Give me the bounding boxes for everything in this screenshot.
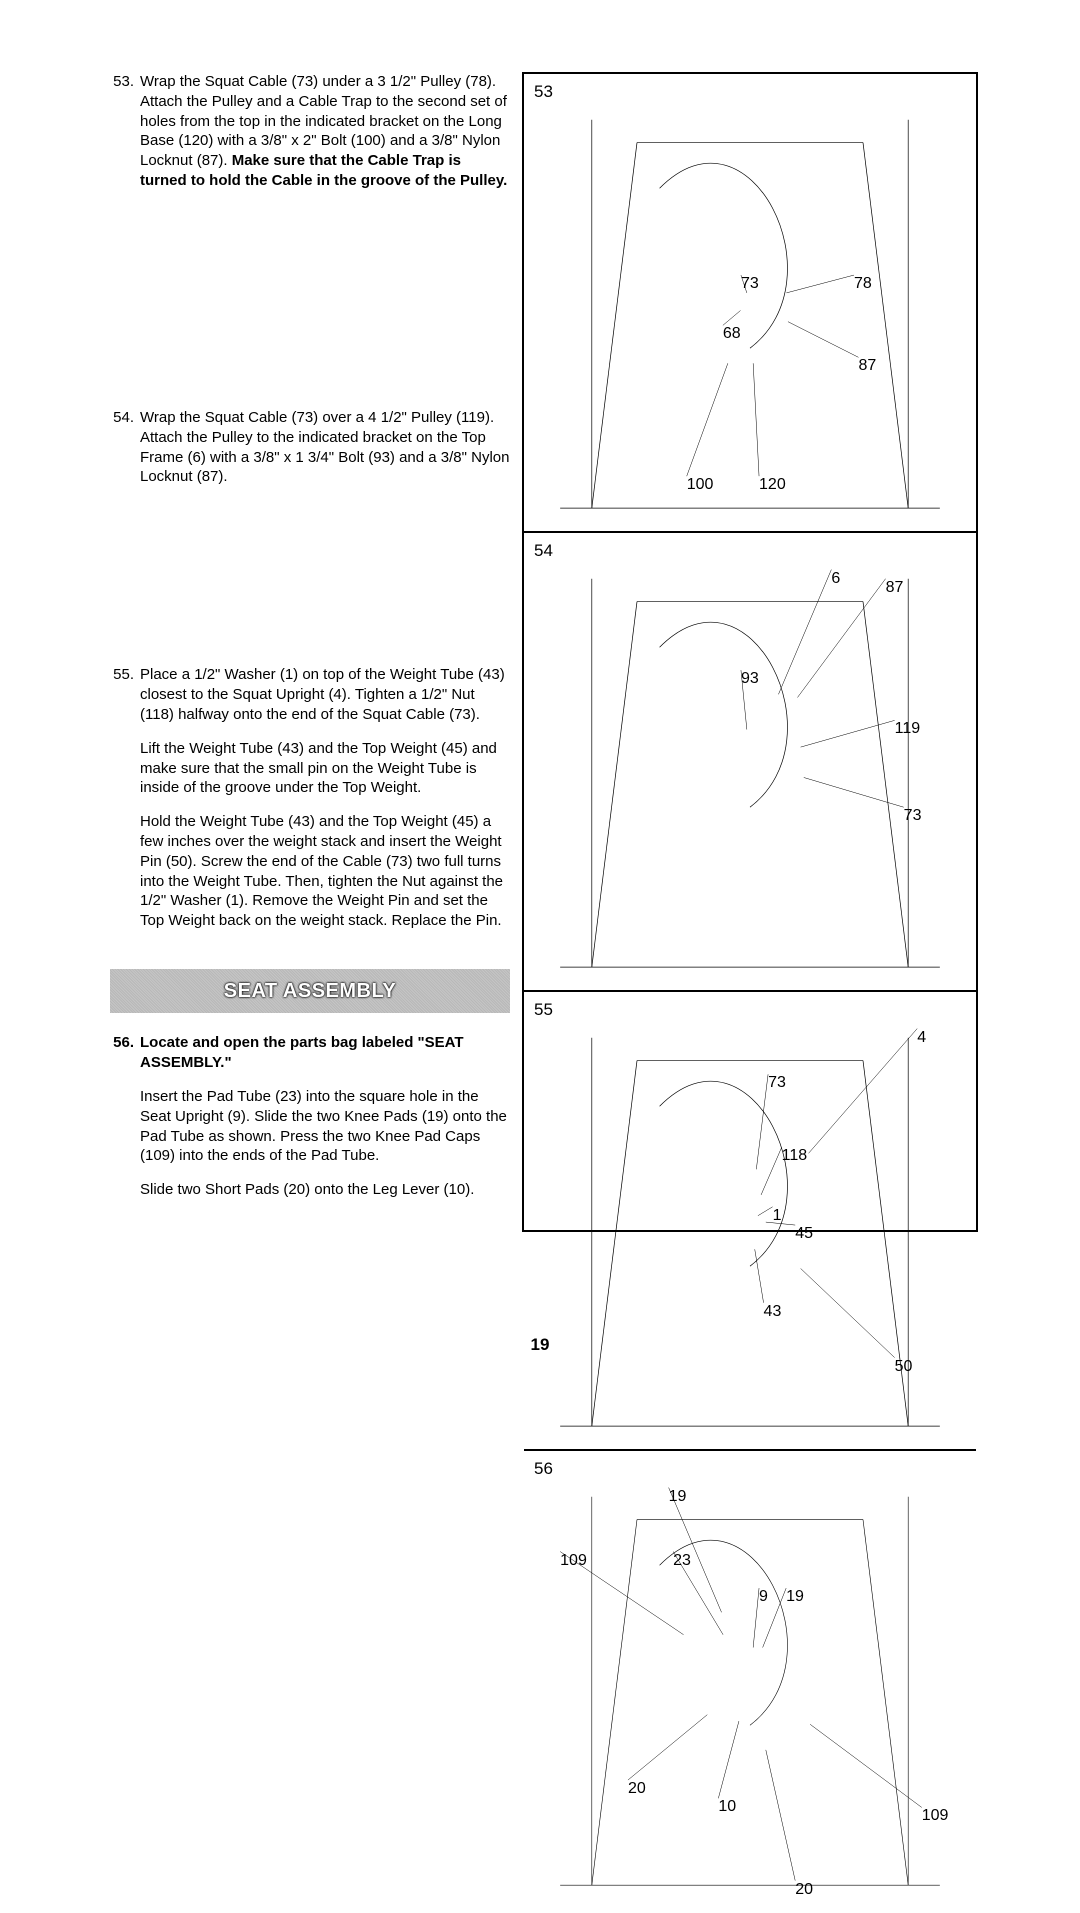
step-number: 53. xyxy=(110,72,140,205)
callout-label: 45 xyxy=(795,1225,813,1243)
figure-panel-53: 53 73 78 68 87 100 120 xyxy=(524,74,976,533)
callout-label: 4 xyxy=(917,1029,926,1047)
callout-label: 9 xyxy=(759,1588,768,1606)
figure-column: 5373786887100120546879311973554731181454… xyxy=(522,72,978,1232)
callout-label: 73 xyxy=(768,1074,786,1092)
callout-label: 109 xyxy=(560,1552,587,1570)
callout-label: 93 xyxy=(741,670,759,688)
figure-label: 55 xyxy=(534,1000,553,1020)
page-number: 19 xyxy=(0,1335,1080,1355)
step-paragraph: Slide two Short Pads (20) onto the Leg L… xyxy=(140,1180,510,1200)
callout-label: 20 xyxy=(795,1881,813,1899)
callout-label: 50 xyxy=(895,1358,913,1376)
callout-label: 87 xyxy=(886,579,904,597)
figure-illustration xyxy=(524,992,976,1449)
callout-label: 87 xyxy=(858,357,876,375)
callout-label: 78 xyxy=(854,275,872,293)
callout-label: 23 xyxy=(673,1552,691,1570)
callout-label: 73 xyxy=(741,275,759,293)
callout-label: 1 xyxy=(773,1207,782,1225)
step-paragraph: Hold the Weight Tube (43) and the Top We… xyxy=(140,812,510,931)
step-paragraph: Insert the Pad Tube (23) into the square… xyxy=(140,1087,510,1166)
step-54: 54. Wrap the Squat Cable (73) over a 4 1… xyxy=(110,408,510,501)
page-content: 53. Wrap the Squat Cable (73) under a 3 … xyxy=(110,72,990,1232)
figure-illustration xyxy=(524,533,976,990)
step-paragraph: Place a 1/2" Washer (1) on top of the We… xyxy=(140,665,510,724)
section-banner: SEAT ASSEMBLY xyxy=(110,969,510,1013)
step-55: 55. Place a 1/2" Washer (1) on top of th… xyxy=(110,665,510,945)
step-body: Locate and open the parts bag labeled "S… xyxy=(140,1033,510,1214)
callout-label: 19 xyxy=(786,1588,804,1606)
step-number: 55. xyxy=(110,665,140,945)
callout-label: 118 xyxy=(782,1147,808,1165)
step-paragraph: Wrap the Squat Cable (73) under a 3 1/2"… xyxy=(140,72,510,191)
figure-label: 56 xyxy=(534,1459,553,1479)
step-number: 54. xyxy=(110,408,140,501)
callout-label: 19 xyxy=(669,1488,687,1506)
instruction-column: 53. Wrap the Squat Cable (73) under a 3 … xyxy=(110,72,510,1232)
figure-illustration xyxy=(524,1451,976,1908)
step-paragraph: Lift the Weight Tube (43) and the Top We… xyxy=(140,739,510,798)
step-body: Wrap the Squat Cable (73) under a 3 1/2"… xyxy=(140,72,510,205)
callout-label: 20 xyxy=(628,1780,646,1798)
callout-label: 100 xyxy=(687,476,714,494)
step-body: Place a 1/2" Washer (1) on top of the We… xyxy=(140,665,510,945)
step-56: 56. Locate and open the parts bag labele… xyxy=(110,1033,510,1214)
callout-label: 6 xyxy=(831,570,840,588)
figure-panel-54: 54 6 87 93 119 73 xyxy=(524,533,976,992)
figure-label: 53 xyxy=(534,82,553,102)
step-53: 53. Wrap the Squat Cable (73) under a 3 … xyxy=(110,72,510,205)
step-body: Wrap the Squat Cable (73) over a 4 1/2" … xyxy=(140,408,510,501)
callout-label: 10 xyxy=(718,1798,736,1816)
step-number: 56. xyxy=(110,1033,140,1214)
figure-label: 54 xyxy=(534,541,553,561)
figure-panel-55: 55 4 73 118 1 45 43 50 xyxy=(524,992,976,1451)
step-paragraph: Wrap the Squat Cable (73) over a 4 1/2" … xyxy=(140,408,510,487)
callout-label: 109 xyxy=(922,1807,949,1825)
callout-label: 119 xyxy=(895,720,921,738)
callout-label: 68 xyxy=(723,325,741,343)
callout-label: 73 xyxy=(904,807,922,825)
callout-label: 120 xyxy=(759,476,786,494)
figure-panel-56: 56 19 109 23 9 19 20 10 109 20 xyxy=(524,1451,976,1908)
step-paragraph: Locate and open the parts bag labeled "S… xyxy=(140,1033,510,1073)
callout-label: 43 xyxy=(764,1303,782,1321)
figure-illustration xyxy=(524,74,976,531)
